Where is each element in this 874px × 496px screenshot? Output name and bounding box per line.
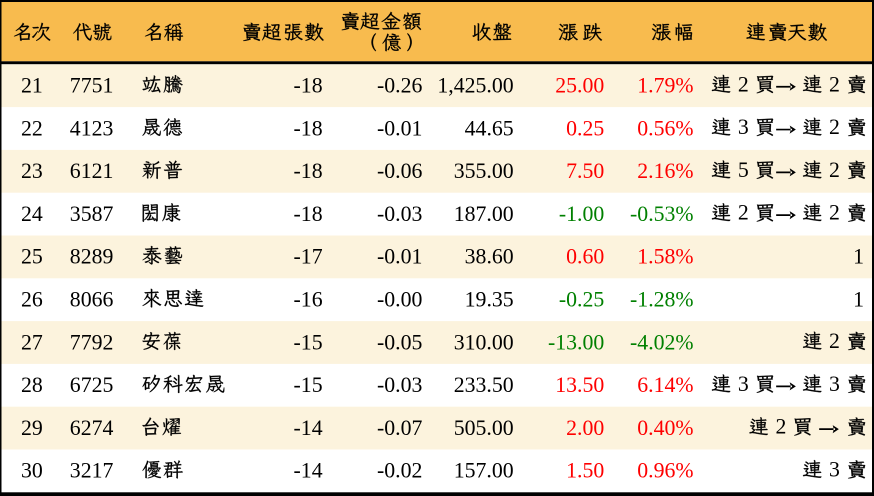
svg-text:25: 25 bbox=[21, 245, 43, 269]
svg-text:5: 5 bbox=[738, 158, 749, 182]
svg-text:3: 3 bbox=[738, 115, 749, 139]
svg-text:310.00: 310.00 bbox=[454, 330, 514, 354]
svg-text:-1.28%: -1.28% bbox=[630, 288, 694, 312]
svg-text:21: 21 bbox=[21, 74, 43, 98]
svg-text:7792: 7792 bbox=[70, 330, 114, 354]
svg-text:1: 1 bbox=[853, 245, 864, 269]
svg-text:187.00: 187.00 bbox=[454, 202, 514, 226]
svg-text:13.50: 13.50 bbox=[555, 373, 604, 397]
svg-text:7.50: 7.50 bbox=[566, 159, 604, 183]
svg-text:-4.02%: -4.02% bbox=[630, 330, 694, 354]
svg-text:38.60: 38.60 bbox=[465, 245, 514, 269]
svg-text:3217: 3217 bbox=[70, 459, 114, 483]
svg-text:-14: -14 bbox=[294, 459, 323, 483]
svg-text:3: 3 bbox=[829, 372, 840, 396]
svg-text:2: 2 bbox=[829, 329, 840, 353]
svg-text:1: 1 bbox=[853, 288, 864, 312]
svg-text:-0.26: -0.26 bbox=[377, 74, 423, 98]
svg-text:2: 2 bbox=[738, 72, 749, 96]
svg-text:28: 28 bbox=[21, 373, 43, 397]
svg-text:-18: -18 bbox=[294, 202, 323, 226]
svg-text:44.65: 44.65 bbox=[465, 116, 514, 140]
svg-text:8289: 8289 bbox=[70, 245, 114, 269]
svg-text:2.16%: 2.16% bbox=[637, 159, 693, 183]
svg-text:23: 23 bbox=[21, 159, 43, 183]
svg-text:-0.03: -0.03 bbox=[377, 373, 423, 397]
svg-text:1.50: 1.50 bbox=[566, 459, 604, 483]
svg-text:-0.07: -0.07 bbox=[377, 416, 423, 440]
svg-text:2: 2 bbox=[829, 72, 840, 96]
svg-text:0.60: 0.60 bbox=[566, 245, 604, 269]
svg-text:2: 2 bbox=[738, 201, 749, 225]
svg-text:-18: -18 bbox=[294, 159, 323, 183]
svg-text:157.00: 157.00 bbox=[454, 459, 514, 483]
svg-text:-0.06: -0.06 bbox=[377, 159, 423, 183]
svg-text:-0.25: -0.25 bbox=[559, 288, 605, 312]
svg-text:2: 2 bbox=[829, 201, 840, 225]
svg-text:4123: 4123 bbox=[70, 116, 114, 140]
svg-text:0.40%: 0.40% bbox=[637, 416, 693, 440]
svg-text:1.79%: 1.79% bbox=[637, 74, 693, 98]
svg-text:6274: 6274 bbox=[70, 416, 114, 440]
svg-text:7751: 7751 bbox=[70, 74, 114, 98]
svg-text:6725: 6725 bbox=[70, 373, 114, 397]
svg-text:-16: -16 bbox=[294, 288, 323, 312]
svg-text:-18: -18 bbox=[294, 74, 323, 98]
svg-text:2: 2 bbox=[829, 115, 840, 139]
svg-text:-0.03: -0.03 bbox=[377, 202, 423, 226]
svg-text:-15: -15 bbox=[294, 330, 323, 354]
svg-text:-18: -18 bbox=[294, 116, 323, 140]
svg-text:-14: -14 bbox=[294, 416, 323, 440]
svg-text:-0.02: -0.02 bbox=[377, 459, 422, 483]
svg-text:6121: 6121 bbox=[70, 159, 114, 183]
svg-text:2.00: 2.00 bbox=[566, 416, 604, 440]
svg-text:27: 27 bbox=[21, 330, 43, 354]
svg-text:1.58%: 1.58% bbox=[637, 245, 693, 269]
svg-text:8066: 8066 bbox=[70, 288, 114, 312]
svg-text:24: 24 bbox=[21, 202, 43, 226]
svg-text:30: 30 bbox=[21, 459, 43, 483]
svg-text:29: 29 bbox=[21, 416, 43, 440]
svg-text:0.25: 0.25 bbox=[566, 116, 604, 140]
svg-text:26: 26 bbox=[21, 288, 43, 312]
svg-text:1,425.00: 1,425.00 bbox=[437, 74, 513, 98]
svg-text:0.56%: 0.56% bbox=[637, 116, 693, 140]
svg-text:-0.01: -0.01 bbox=[377, 116, 422, 140]
svg-text:-15: -15 bbox=[294, 373, 323, 397]
svg-text:2: 2 bbox=[829, 158, 840, 182]
svg-text:-1.00: -1.00 bbox=[559, 202, 605, 226]
svg-text:-0.05: -0.05 bbox=[377, 330, 423, 354]
svg-text:-0.53%: -0.53% bbox=[630, 202, 694, 226]
svg-text:3: 3 bbox=[829, 458, 840, 482]
svg-text:3: 3 bbox=[738, 372, 749, 396]
svg-text:25.00: 25.00 bbox=[555, 74, 604, 98]
svg-text:505.00: 505.00 bbox=[454, 416, 514, 440]
svg-text:-0.01: -0.01 bbox=[377, 245, 422, 269]
svg-text:-0.00: -0.00 bbox=[377, 288, 423, 312]
svg-text:22: 22 bbox=[21, 116, 43, 140]
svg-text:0.96%: 0.96% bbox=[637, 459, 693, 483]
svg-text:-17: -17 bbox=[294, 245, 323, 269]
svg-text:355.00: 355.00 bbox=[454, 159, 514, 183]
svg-text:2: 2 bbox=[775, 415, 786, 439]
svg-text:233.50: 233.50 bbox=[454, 373, 514, 397]
svg-text:19.35: 19.35 bbox=[465, 288, 514, 312]
svg-text:-13.00: -13.00 bbox=[548, 330, 604, 354]
svg-text:6.14%: 6.14% bbox=[637, 373, 693, 397]
svg-text:3587: 3587 bbox=[70, 202, 114, 226]
